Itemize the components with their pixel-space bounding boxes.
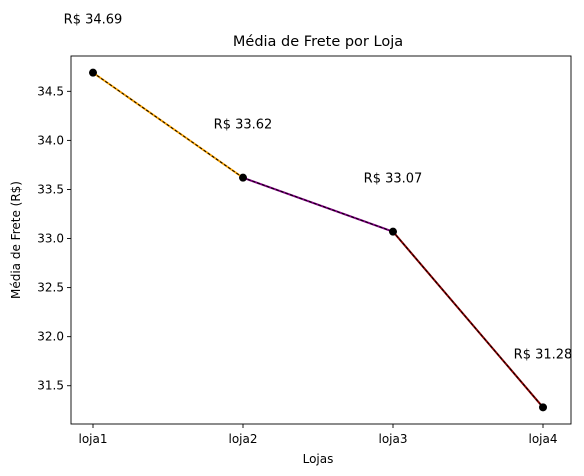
y-axis-label: Média de Frete (R$) (9, 181, 23, 299)
y-tick-label: 34.5 (37, 84, 64, 98)
x-axis: loja1 loja2 loja3 loja4 (79, 424, 558, 446)
y-tick-label: 33.0 (37, 232, 64, 246)
y-tick-label: 32.5 (37, 281, 64, 295)
chart-title: Média de Frete por Loja (233, 34, 403, 50)
data-point (89, 68, 97, 77)
y-tick-label: 31.5 (37, 379, 64, 393)
series-markers (89, 68, 547, 412)
data-point (389, 227, 397, 236)
y-tick-label: 33.5 (37, 182, 64, 196)
series-dashed-line (392, 231, 544, 408)
series-dashed-line (242, 177, 394, 233)
x-tick-label: loja4 (529, 432, 558, 446)
data-labels: R$ 34.69 R$ 33.62 R$ 33.07 R$ 31.28 (64, 13, 573, 363)
series-dashed-line (92, 72, 244, 179)
y-axis: 31.5 32.0 32.5 33.0 33.5 34.0 34.5 (37, 84, 71, 393)
x-axis-label: Lojas (303, 452, 334, 466)
y-tick-label: 32.0 (37, 330, 64, 344)
data-label: R$ 33.07 (364, 172, 423, 187)
y-tick-label: 34.0 (37, 133, 64, 147)
data-label: R$ 31.28 (514, 347, 573, 362)
plot-frame (70, 55, 572, 425)
series-lines (92, 71, 544, 408)
data-label: R$ 34.69 (64, 13, 123, 28)
x-tick-label: loja1 (79, 432, 108, 446)
data-point (239, 173, 247, 182)
x-tick-label: loja3 (379, 432, 408, 446)
data-point (539, 403, 547, 412)
data-label: R$ 33.62 (214, 118, 273, 133)
x-tick-label: loja2 (229, 432, 258, 446)
